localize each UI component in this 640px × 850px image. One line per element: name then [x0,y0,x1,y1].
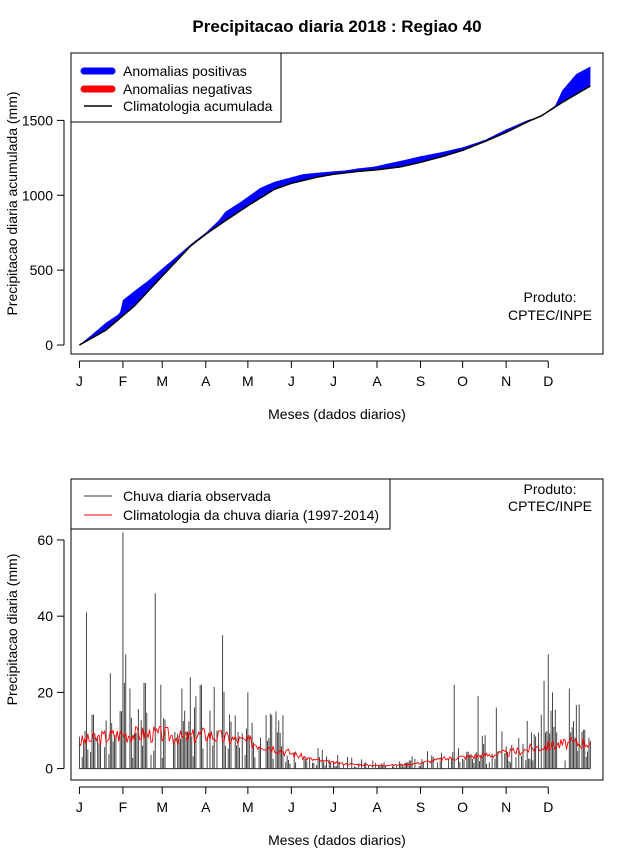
legend: Anomalias positivas Anomalias negativasCl… [70,52,282,123]
product-label: Produto: [524,481,577,497]
x-tick-label: M [242,799,254,815]
x-tick-label: A [201,799,211,815]
cumulative-chart: 0 500 1000 1500 J F M A M J J A S O N D Meses (dados dia… [4,52,604,422]
x-tick-label: D [543,373,553,389]
y-axis-label: Precipitacao diaria acumulada (mm) [4,91,20,315]
x-tick-label: O [457,799,468,815]
x-axis-label: Meses (dados diarios) [268,406,406,422]
x-tick-label: N [501,799,511,815]
y-tick-label: 20 [37,684,53,700]
x-tick-label: A [372,373,382,389]
x-tick-label: J [288,799,295,815]
x-tick-label: J [288,373,295,389]
legend-box [70,478,391,530]
x-tick-label: A [201,373,211,389]
x-tick-label: S [416,799,425,815]
x-tick-label: O [457,373,468,389]
x-tick-label: A [372,799,382,815]
x-tick-label: J [330,373,337,389]
legend-label: Anomalias negativas [123,81,252,97]
x-tick-label: J [76,799,83,815]
x-tick-label: S [416,373,425,389]
climatology-daily-line [79,725,591,767]
x-tick-label: M [156,373,168,389]
product-source: CPTEC/INPE [508,307,592,323]
y-tick-label: 1500 [22,112,53,128]
x-tick-label: J [76,373,83,389]
y-tick-label: 500 [30,262,54,278]
x-tick-label: N [501,373,511,389]
x-tick-label: F [119,799,128,815]
y-tick-label: 0 [45,337,53,353]
y-axis-label: Precipitacao diaria (mm) [4,554,20,706]
daily-chart: 0 20 40 60 J F M A M J J A S O N D Meses (dados diarios)… [4,478,604,848]
y-tick-label: 40 [37,608,53,624]
product-label: Produto: [524,289,577,305]
x-tick-label: M [242,373,254,389]
product-source: CPTEC/INPE [508,498,592,514]
y-tick-label: 1000 [22,187,53,203]
x-tick-label: J [330,799,337,815]
legend-label: Climatologia da chuva diaria (1997-2014) [123,507,379,523]
observed-rain-bars [78,532,591,769]
plot-frame [70,52,604,355]
y-tick-label: 60 [37,532,53,548]
chart-title: Precipitacao diaria 2018 : Regiao 40 [192,17,481,36]
x-axis-label: Meses (dados diarios) [268,832,406,848]
x-tick-label: M [156,799,168,815]
x-tick-label: F [119,373,128,389]
legend-label: Chuva diaria observada [123,488,271,504]
legend: Chuva diaria observada Climatologia da ch… [70,478,391,530]
climatology-cumulative-line [79,85,591,346]
x-tick-label: D [543,799,553,815]
y-tick-label: 0 [45,761,53,777]
legend-label: Climatologia acumulada [123,98,273,114]
legend-label: Anomalias positivas [123,63,247,79]
